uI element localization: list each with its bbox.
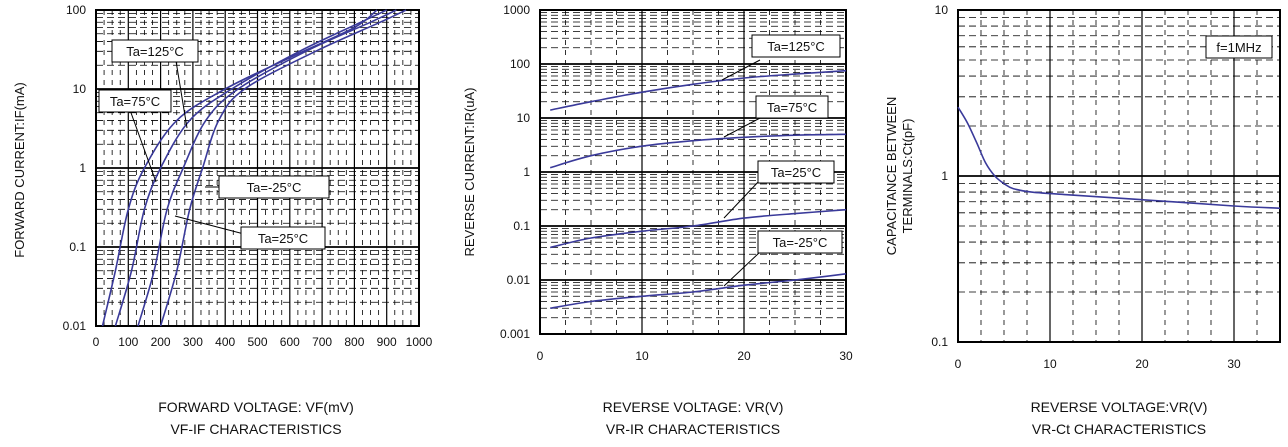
ir-arrow-25	[723, 179, 761, 219]
freq-annotation-box	[1205, 35, 1273, 59]
y-tick-label: 0.1	[69, 240, 86, 254]
vr-ct-grid	[957, 9, 1281, 343]
vr-ct-caption: VR-Ct CHARACTERISTICS	[1032, 421, 1206, 437]
vf-if-label-m25: Ta=-25°C	[247, 180, 302, 195]
y-tick-label: 0.01	[63, 319, 87, 333]
vr-ct-y-axis-label-2: TERMINALS:Ct(pF)	[900, 119, 915, 234]
y-tick-label: 100	[510, 57, 530, 71]
x-tick-label: 800	[344, 335, 364, 349]
x-tick-label: 600	[280, 335, 300, 349]
series-line-2	[114, 9, 388, 327]
vr-ir-label-25: Ta=25°C	[771, 165, 821, 180]
y-tick-label: 0.001	[500, 327, 530, 341]
vr-ir-annotations: Ta=125°C Ta=75°C Ta=25°C Ta=-25°C	[721, 34, 843, 287]
y-tick-label: 10	[517, 111, 531, 125]
y-tick-label: 0.1	[931, 335, 948, 349]
series-line-3	[550, 208, 847, 249]
ir-arrow-m25	[723, 251, 761, 287]
x-tick-label: 0	[93, 335, 100, 349]
vf-if-annotations: Ta=125°C Ta=75°C Ta=-25°C Ta=25°C	[98, 39, 330, 250]
vr-ct-curves	[957, 106, 1281, 209]
x-tick-label: 30	[1227, 357, 1241, 371]
vr-ir-caption: VR-IR CHARACTERISTICS	[606, 421, 780, 437]
vr-ct-y-axis-label-1: CAPACITANCE BETWEEN	[884, 97, 899, 255]
x-tick-label: 300	[183, 335, 203, 349]
y-tick-label: 1	[941, 169, 948, 183]
vf-if-label-25: Ta=25°C	[258, 231, 308, 246]
series-line-1	[550, 69, 847, 111]
label-box-75	[98, 89, 172, 113]
x-tick-label: 10	[1043, 357, 1057, 371]
label-box-m25	[218, 175, 330, 199]
vf-if-label-125: Ta=125°C	[126, 44, 184, 59]
arrow-25	[174, 215, 245, 235]
ir-label-box-m25	[757, 230, 843, 254]
vr-ir-plot-frame	[539, 9, 847, 335]
x-tick-label: 10	[635, 349, 649, 363]
y-tick-label: 0.1	[513, 219, 530, 233]
vr-ct-x-axis-label: REVERSE VOLTAGE:VR(V)	[1031, 399, 1208, 415]
vr-ir-y-axis-label: REVERSE CURRENT:IR(uA)	[462, 87, 477, 256]
ir-arrow-75	[723, 116, 763, 138]
vf-if-caption: VF-IF CHARACTERISTICS	[170, 421, 341, 437]
series-line-3	[137, 9, 397, 327]
vr-ct-chart: 0 10 20 30 0.1 1 10 f=1MHz CAPACITANCE BETWEE…	[884, 3, 1281, 437]
x-tick-label: 500	[247, 335, 267, 349]
series-line-4	[550, 273, 847, 309]
x-tick-label: 200	[151, 335, 171, 349]
y-tick-label: 1	[79, 161, 86, 175]
ir-label-box-25	[757, 160, 835, 184]
vr-ct-annotation: f=1MHz	[1216, 40, 1261, 55]
x-tick-label: 20	[1135, 357, 1149, 371]
vr-ir-label-75: Ta=75°C	[767, 100, 817, 115]
vr-ir-x-axis-label: REVERSE VOLTAGE: VR(V)	[603, 399, 784, 415]
arrow-75	[129, 109, 157, 183]
vf-if-chart: 0 100 200 300 400 500 600 700 800 900 1000 0.01 0.1…	[12, 3, 433, 437]
y-tick-label: 10	[935, 3, 949, 17]
vr-ir-x-ticks: 0 10 20 30	[537, 349, 853, 363]
y-tick-label: 100	[66, 3, 86, 17]
y-tick-label: 10	[73, 82, 87, 96]
vf-if-y-ticks: 0.01 0.1 1 10 100	[63, 3, 87, 333]
arrow-125	[174, 54, 188, 129]
vr-ct-y-ticks: 0.1 1 10	[931, 3, 948, 349]
vf-if-plot-frame	[95, 9, 420, 327]
ir-label-box-75	[755, 95, 829, 119]
ir-arrow-125	[721, 59, 761, 81]
series-line-2	[549, 133, 847, 169]
vr-ir-label-125: Ta=125°C	[767, 39, 825, 54]
x-tick-label: 30	[839, 349, 853, 363]
y-tick-label: 1000	[503, 3, 530, 17]
ir-label-box-125	[751, 34, 841, 58]
vf-if-x-ticks: 0 100 200 300 400 500 600 700 800 900 1000	[93, 335, 433, 349]
x-tick-label: 1000	[406, 335, 433, 349]
label-box-125	[111, 39, 199, 63]
series-line-1	[957, 106, 1281, 209]
vf-if-label-75: Ta=75°C	[110, 94, 160, 109]
x-tick-label: 700	[312, 335, 332, 349]
vf-if-x-axis-label: FORWARD VOLTAGE: VF(mV)	[158, 399, 354, 415]
vr-ir-curves	[549, 69, 847, 309]
vr-ir-chart: 0 10 20 30 0.001 0.01 0.1 1 10 100 1000 Ta=125°C …	[462, 3, 853, 437]
x-tick-label: 400	[215, 335, 235, 349]
x-tick-label: 0	[537, 349, 544, 363]
x-tick-label: 20	[737, 349, 751, 363]
x-tick-label: 900	[377, 335, 397, 349]
vr-ir-y-ticks: 0.001 0.01 0.1 1 10 100 1000	[500, 3, 530, 341]
vr-ir-label-m25: Ta=-25°C	[773, 235, 828, 250]
vr-ct-x-ticks: 0 10 20 30	[955, 357, 1241, 371]
vf-if-y-axis-label: FORWARD CURRENT:IF(mA)	[12, 82, 27, 258]
x-tick-label: 100	[118, 335, 138, 349]
series-line-4	[159, 9, 407, 327]
vr-ct-plot-frame	[957, 9, 1281, 343]
y-tick-label: 1	[523, 165, 530, 179]
x-tick-label: 0	[955, 357, 962, 371]
vf-if-curves	[101, 9, 407, 327]
y-tick-label: 0.01	[507, 273, 531, 287]
label-box-25	[240, 226, 326, 250]
